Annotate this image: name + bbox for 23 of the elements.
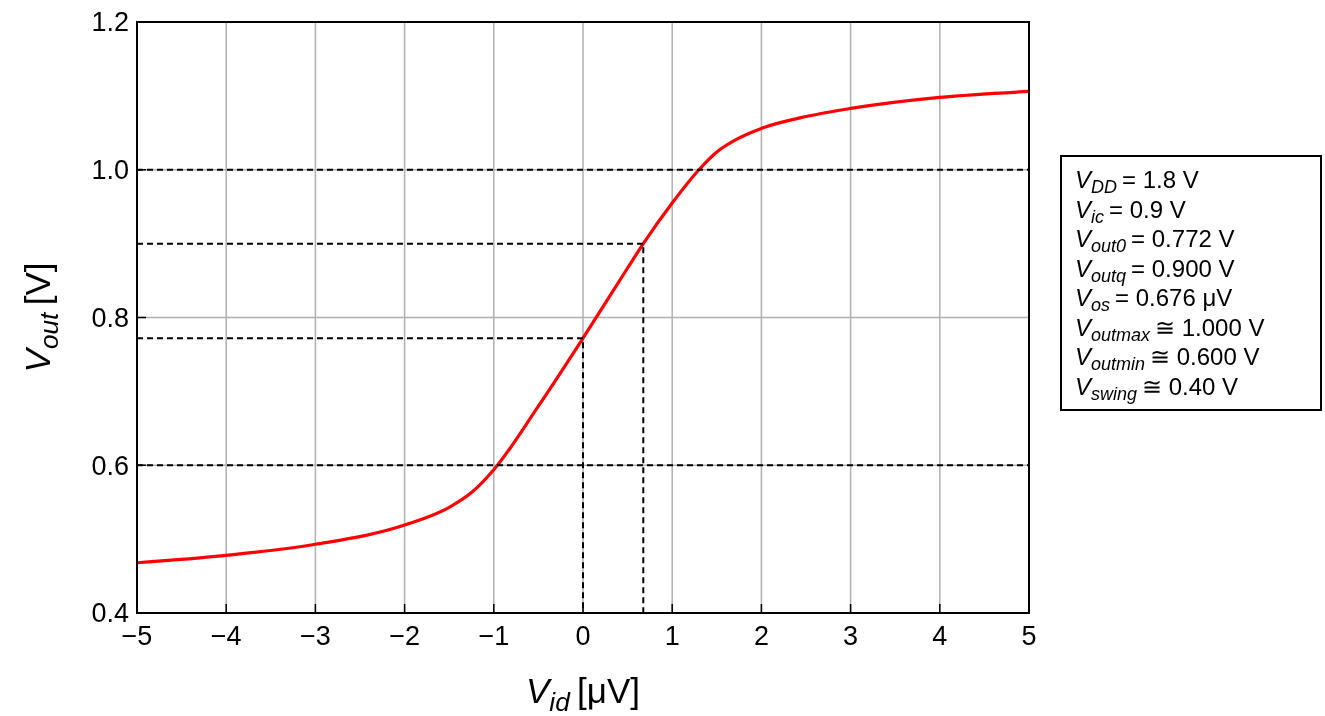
text: V$_{out0}$ = 0.772 V	[1075, 225, 1235, 257]
y-tick-label: 0.6	[91, 450, 129, 481]
y-tick-label: 1.2	[91, 7, 129, 38]
x-tick-label: −3	[300, 621, 331, 651]
line-series	[135, 89, 1031, 565]
x-axis-title: V$_{id}$ [μV]	[525, 671, 641, 716]
y-tick-label: 0.8	[91, 302, 129, 333]
text: V$_{outmax}$ ≅ 1.000 V	[1075, 313, 1265, 345]
x-tick-label: 2	[753, 621, 769, 651]
x-tick-label: −2	[389, 621, 420, 651]
text: V$_{DD}$ = 1.8 V	[1075, 166, 1199, 198]
x-tick-label: 0	[575, 621, 591, 651]
text: V$_{ic}$ = 0.9 V	[1075, 195, 1186, 227]
y-tick-label: 1.0	[91, 155, 129, 186]
text: V$_{outmin}$ ≅ 0.600 V	[1075, 343, 1260, 375]
x-tick-label: 3	[843, 621, 859, 651]
x-tick-label: 1	[664, 621, 680, 651]
x-tick-label: 4	[932, 621, 948, 651]
x-tick-label: −1	[478, 621, 510, 651]
text: V$_{outq}$ = 0.900 V	[1075, 254, 1235, 286]
x-tick-label: 5	[1021, 621, 1037, 651]
text: V$_{swing}$ ≅ 0.40 V	[1075, 372, 1239, 404]
x-tick-label: −4	[210, 621, 242, 651]
